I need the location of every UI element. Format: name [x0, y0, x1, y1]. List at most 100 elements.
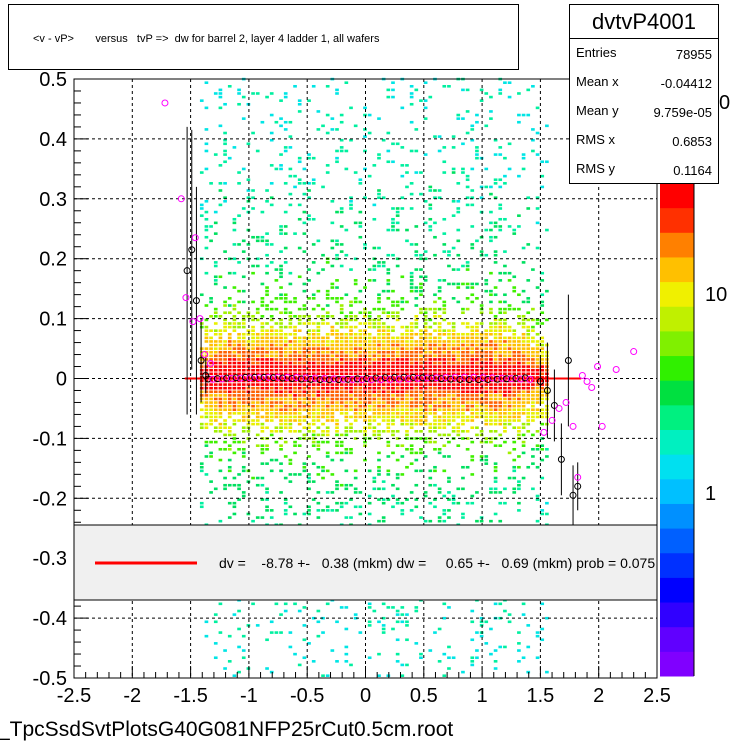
profile-point-black: [297, 375, 305, 383]
heat-cell: [325, 491, 330, 494]
heat-cell: [279, 336, 283, 340]
heat-cell: [437, 419, 442, 422]
heat-cell: [241, 358, 246, 361]
heat-cell: [321, 433, 325, 437]
heat-cell: [325, 113, 330, 117]
heat-cell: [405, 372, 409, 376]
heat-cell: [265, 462, 269, 465]
heat-cell: [479, 347, 484, 350]
heat-cell: [251, 602, 255, 606]
heat-cell: [274, 354, 279, 358]
heat-cell: [279, 358, 283, 361]
heat-cell: [218, 415, 223, 419]
heat-cell: [372, 358, 377, 361]
heat-cell: [302, 404, 307, 408]
heat-cell: [465, 354, 470, 358]
heat-cell: [433, 354, 437, 358]
heat-cell: [251, 368, 255, 372]
heat-cell: [209, 491, 213, 494]
heat-cell: [279, 401, 283, 404]
heat-cell: [367, 358, 372, 361]
heat-cell: [204, 444, 209, 447]
heat-cell: [489, 440, 493, 444]
heat-cell: [209, 343, 213, 347]
heat-cell: [213, 404, 218, 408]
heat-cell: [241, 491, 246, 494]
heat-cell: [335, 128, 339, 131]
stats-key: Entries: [576, 45, 617, 60]
heat-cell: [377, 397, 381, 401]
profile-point-magenta: [265, 373, 273, 381]
heat-cell: [204, 329, 209, 332]
heat-cell: [493, 444, 498, 447]
heat-cell: [227, 354, 232, 358]
heat-cell: [498, 404, 503, 408]
heat-cell: [274, 440, 279, 444]
heat-cell: [260, 322, 265, 325]
heat-cell: [367, 390, 372, 394]
heat-cell: [493, 465, 498, 469]
heat-cell: [381, 307, 386, 311]
heat-cell: [470, 660, 475, 663]
heat-cell: [316, 271, 321, 275]
heat-cell: [246, 404, 251, 408]
heat-cell: [269, 419, 274, 422]
heat-cell: [503, 430, 507, 433]
heat-cell: [204, 412, 209, 415]
heat-cell: [339, 408, 344, 412]
heat-cell: [321, 368, 325, 372]
heat-cell: [237, 336, 241, 340]
heat-cell: [391, 311, 395, 315]
heat-cell: [405, 498, 409, 501]
heat-cell: [409, 404, 414, 408]
heat-cell: [470, 167, 475, 171]
heat-cell: [433, 440, 437, 444]
heat-cell: [204, 408, 209, 412]
heat-cell: [409, 92, 414, 95]
heat-cell: [204, 379, 209, 383]
heat-cell: [316, 465, 321, 469]
heat-cell: [344, 469, 349, 473]
heat-cell: [274, 430, 279, 433]
heat-cell: [386, 422, 391, 426]
heat-cell: [512, 340, 517, 343]
heat-cell: [204, 167, 209, 171]
heat-cell: [489, 368, 493, 372]
heat-cell: [241, 343, 246, 347]
heat-cell: [269, 383, 274, 386]
heat-cell: [423, 106, 428, 110]
heat-cell: [363, 358, 367, 361]
heat-cell: [526, 408, 531, 412]
heat-cell: [288, 383, 293, 386]
heat-cell: [227, 412, 232, 415]
heat-cell: [405, 415, 409, 419]
heat-cell: [349, 422, 353, 426]
heat-cell: [465, 340, 470, 343]
heat-cell: [531, 383, 535, 386]
heat-cell: [237, 412, 241, 415]
heat-cell: [260, 404, 265, 408]
heat-cell: [316, 386, 321, 390]
heat-cell: [255, 350, 260, 354]
heat-cell: [535, 372, 540, 376]
heat-cell: [321, 674, 325, 677]
heat-cell: [381, 390, 386, 394]
heat-cell: [428, 354, 433, 358]
heat-cell: [311, 347, 316, 350]
heat-cell: [484, 336, 489, 340]
heat-cell: [437, 336, 442, 340]
heat-cell: [479, 430, 484, 433]
heat-cell: [283, 394, 288, 397]
heat-cell: [531, 354, 535, 358]
heat-cell: [353, 347, 358, 350]
heat-cell: [325, 430, 330, 433]
heat-cell: [526, 207, 531, 210]
heat-cell: [204, 394, 209, 397]
heat-cell: [325, 386, 330, 390]
heat-cell: [442, 616, 447, 620]
heat-cell: [316, 365, 321, 368]
heat-cell: [409, 332, 414, 336]
profile-point-magenta: [255, 374, 263, 382]
heat-cell: [223, 649, 227, 652]
heat-cell: [433, 430, 437, 433]
